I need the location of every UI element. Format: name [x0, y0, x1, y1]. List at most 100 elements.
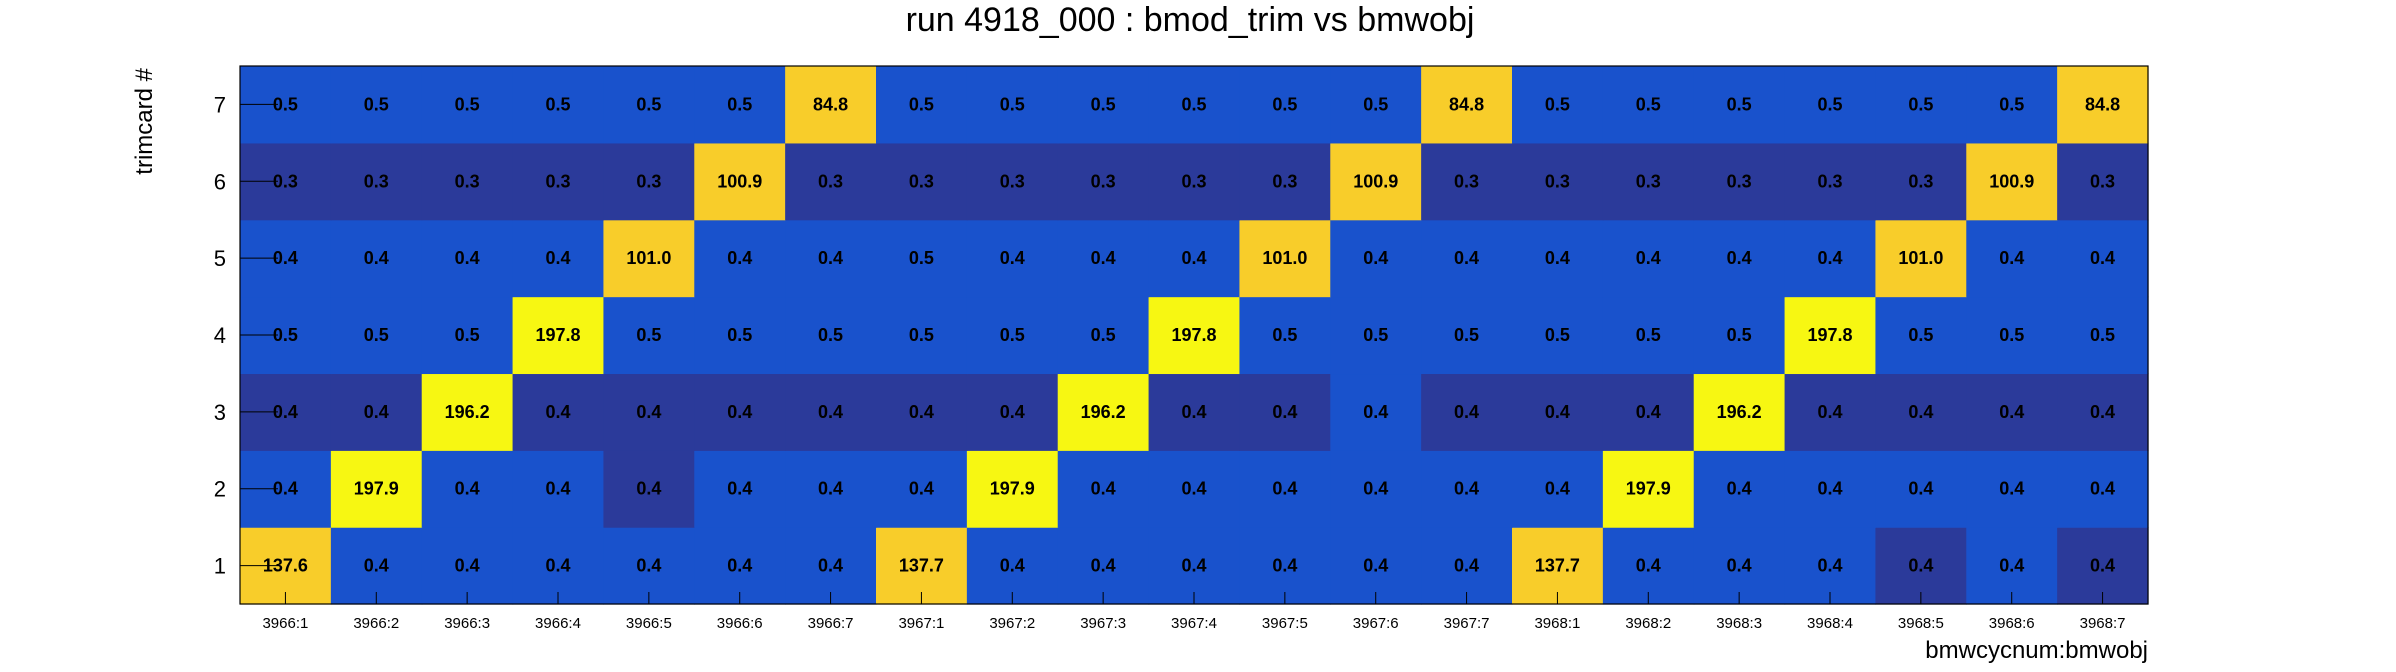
cell-value-label: 0.3 — [1636, 171, 1661, 191]
heatmap-cell — [512, 373, 605, 451]
heatmap-cell — [785, 527, 877, 605]
cell-value-label: 0.3 — [1091, 171, 1116, 191]
heatmap-cell — [694, 66, 786, 144]
cell-value-label: 197.9 — [354, 479, 399, 499]
cell-value-label: 101.0 — [1898, 248, 1943, 268]
cell-value-label: 0.4 — [1999, 248, 2024, 268]
heatmap-cell — [966, 219, 1059, 298]
cell-value-label: 100.9 — [1353, 171, 1398, 191]
chart-title: run 4918_000 : bmod_trim vs bmwobj — [906, 1, 1475, 39]
cell-value-label: 0.3 — [1181, 171, 1206, 191]
cell-value-label: 0.4 — [273, 402, 298, 422]
cell-value-label: 0.4 — [1181, 479, 1206, 499]
heatmap-cell — [1966, 66, 2058, 144]
cell-value-label: 0.4 — [1454, 248, 1479, 268]
cell-value-label: 0.5 — [1545, 325, 1570, 345]
heatmap-cell — [1148, 373, 1241, 451]
heatmap-cell — [1330, 373, 1422, 451]
y-tick-label: 2 — [214, 477, 226, 502]
cell-value-label: 0.5 — [1636, 325, 1661, 345]
cell-value-label: 0.5 — [364, 325, 389, 345]
cell-value-label: 0.4 — [1454, 479, 1479, 499]
cell-value-label: 0.4 — [1091, 248, 1116, 268]
heatmap-cell — [1966, 142, 2058, 221]
cell-value-label: 0.4 — [1000, 556, 1025, 576]
heatmap-cell — [2057, 450, 2149, 528]
heatmap-cell — [2057, 296, 2149, 375]
cell-value-label: 0.3 — [636, 171, 661, 191]
cell-value-label: 0.5 — [818, 325, 843, 345]
cell-value-label: 100.9 — [1989, 171, 2034, 191]
cell-value-label: 197.9 — [1626, 479, 1671, 499]
heatmap-cell — [1512, 219, 1604, 298]
x-tick-label: 3968:6 — [1989, 615, 2035, 632]
cell-value-label: 0.5 — [545, 94, 570, 114]
heatmap-cells — [240, 66, 2149, 605]
cell-value-label: 0.4 — [1545, 248, 1570, 268]
heatmap-cell — [1421, 450, 1513, 528]
cell-value-label: 0.5 — [1636, 94, 1661, 114]
cell-value-label: 0.4 — [273, 479, 298, 499]
cell-value-label: 0.4 — [1363, 479, 1388, 499]
heatmap-cell — [330, 66, 423, 144]
heatmap-cell — [603, 219, 695, 298]
cell-value-label: 0.3 — [1727, 171, 1752, 191]
heatmap-cell — [1512, 66, 1604, 144]
cell-value-label: 0.4 — [2090, 402, 2115, 422]
heatmap-cell — [1057, 66, 1150, 144]
cell-value-label: 0.5 — [727, 325, 752, 345]
heatmap-cell — [1057, 373, 1150, 451]
cell-value-label: 197.8 — [1807, 325, 1852, 345]
cell-value-label: 0.5 — [1727, 325, 1752, 345]
heatmap-cell — [785, 450, 877, 528]
heatmap-cell — [1421, 373, 1513, 451]
heatmap-cell — [966, 66, 1059, 144]
heatmap-cell — [1330, 66, 1422, 144]
cell-value-label: 0.4 — [1727, 556, 1752, 576]
cell-value-label: 0.5 — [1091, 325, 1116, 345]
cell-value-label: 0.4 — [1181, 248, 1206, 268]
x-tick-label: 3967:2 — [989, 615, 1035, 632]
x-tick-label: 3968:3 — [1716, 615, 1762, 632]
cell-value-label: 0.4 — [1908, 402, 1933, 422]
cell-value-label: 0.4 — [1363, 556, 1388, 576]
x-axis-title: bmwcycnum:bmwobj — [1925, 637, 2148, 664]
cell-value-label: 196.2 — [445, 402, 490, 422]
heatmap-cell — [1330, 296, 1422, 375]
heatmap-cell — [785, 219, 877, 298]
cell-value-label: 0.4 — [545, 402, 570, 422]
heatmap-cell — [512, 527, 605, 605]
cell-value-label: 0.4 — [1636, 556, 1661, 576]
heatmap-cell — [512, 450, 605, 528]
x-tick-label: 3968:7 — [2080, 615, 2126, 632]
heatmap-cell — [603, 66, 695, 144]
heatmap-cell — [512, 142, 605, 221]
cell-value-label: 0.4 — [727, 402, 752, 422]
heatmap-cell — [1239, 373, 1331, 451]
cell-value-label: 0.4 — [455, 556, 480, 576]
cell-value-label: 0.4 — [364, 248, 389, 268]
heatmap-cell — [1239, 450, 1331, 528]
heatmap-cell — [512, 219, 605, 298]
heatmap-cell — [1421, 296, 1513, 375]
heatmap-cell — [1239, 296, 1331, 375]
cell-value-label: 0.4 — [1817, 479, 1842, 499]
cell-value-label: 0.4 — [1454, 556, 1479, 576]
cell-value-label: 0.4 — [1000, 248, 1025, 268]
heatmap-cell — [603, 527, 695, 605]
heatmap-cell — [1512, 527, 1604, 605]
heatmap-cell — [603, 296, 695, 375]
cell-value-label: 0.5 — [273, 325, 298, 345]
cell-value-label: 0.3 — [455, 171, 480, 191]
cell-value-label: 0.5 — [727, 94, 752, 114]
cell-value-label: 0.4 — [1363, 402, 1388, 422]
cell-value-label: 0.4 — [1091, 479, 1116, 499]
heatmap-cell — [421, 66, 514, 144]
heatmap-cell — [1693, 66, 1786, 144]
heatmap-cell — [785, 142, 877, 221]
heatmap-cell — [421, 219, 514, 298]
cell-value-label: 0.5 — [1000, 325, 1025, 345]
cell-value-label: 196.2 — [1081, 402, 1126, 422]
heatmap-cell — [1330, 527, 1422, 605]
heatmap-cell — [603, 142, 695, 221]
